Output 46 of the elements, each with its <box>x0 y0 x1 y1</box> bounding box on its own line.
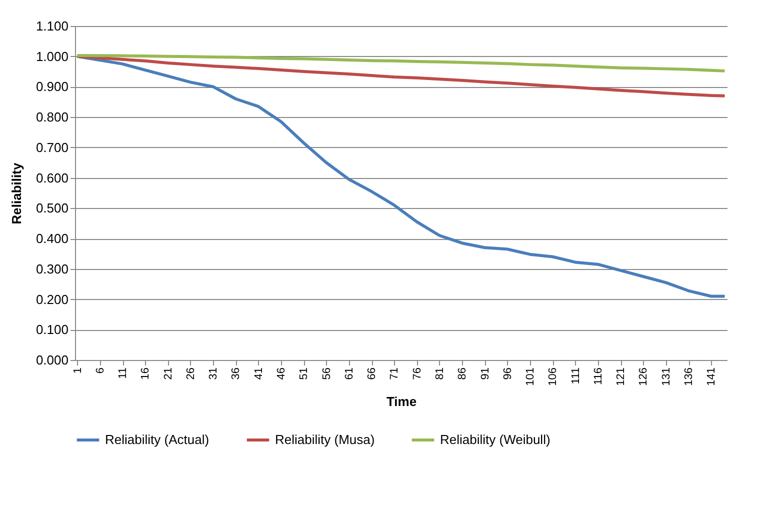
x-tick-label: 141 <box>706 368 718 386</box>
y-tick-label: 0.900 <box>36 79 68 94</box>
x-tick-label: 26 <box>184 368 197 380</box>
x-tick-label: 61 <box>343 368 356 380</box>
y-tick-label: 0.600 <box>36 170 68 186</box>
x-tick-label: 11 <box>117 368 130 379</box>
x-tick-label: 1 <box>72 368 84 374</box>
x-tick-label: 21 <box>162 368 174 380</box>
x-tick-label: 126 <box>638 368 650 386</box>
x-tick-label: 71 <box>388 368 401 380</box>
y-tick-label: 0.000 <box>36 352 68 368</box>
y-axis-title: Reliability <box>8 162 24 224</box>
x-tick-label: 46 <box>276 368 288 380</box>
x-tick-label: 31 <box>208 368 220 380</box>
x-tick-label: 56 <box>320 368 333 380</box>
x-tick-label: 121 <box>615 368 628 386</box>
y-tick-label: 0.100 <box>36 322 68 338</box>
x-tick-label: 116 <box>592 368 604 386</box>
x-tick-label: 111 <box>570 368 582 384</box>
x-tick-label: 36 <box>230 368 242 380</box>
legend-label: Reliability (Actual) <box>105 432 210 447</box>
x-tick-label: 76 <box>411 368 424 380</box>
y-tick-label: 0.800 <box>36 110 68 125</box>
y-tick-label: 0.300 <box>36 261 68 276</box>
x-tick-label: 106 <box>547 368 560 386</box>
y-tick-label: 0.200 <box>36 292 68 307</box>
x-tick-label: 51 <box>298 368 310 380</box>
x-tick-label: 136 <box>683 368 696 386</box>
x-tick-label: 81 <box>434 368 446 380</box>
legend-label: Reliability (Weibull) <box>440 432 550 447</box>
x-tick-label: 16 <box>140 368 152 380</box>
y-tick-label: 0.500 <box>36 200 68 216</box>
x-tick-label: 41 <box>252 368 265 380</box>
legend-label: Reliability (Musa) <box>275 432 375 447</box>
x-tick-label: 96 <box>502 368 514 380</box>
x-tick-label: 66 <box>366 368 378 380</box>
x-tick-label: 101 <box>524 368 537 386</box>
x-tick-label: 6 <box>94 368 106 374</box>
y-tick-label: 1.100 <box>36 18 68 34</box>
x-axis-title: Time <box>386 394 417 409</box>
y-tick-label: 0.400 <box>36 231 68 246</box>
x-tick-label: 86 <box>456 368 469 380</box>
x-tick-label: 131 <box>660 368 672 386</box>
y-tick-label: 0.700 <box>36 140 68 155</box>
x-tick-label: 91 <box>479 368 492 380</box>
y-tick-label: 1.000 <box>36 48 68 64</box>
